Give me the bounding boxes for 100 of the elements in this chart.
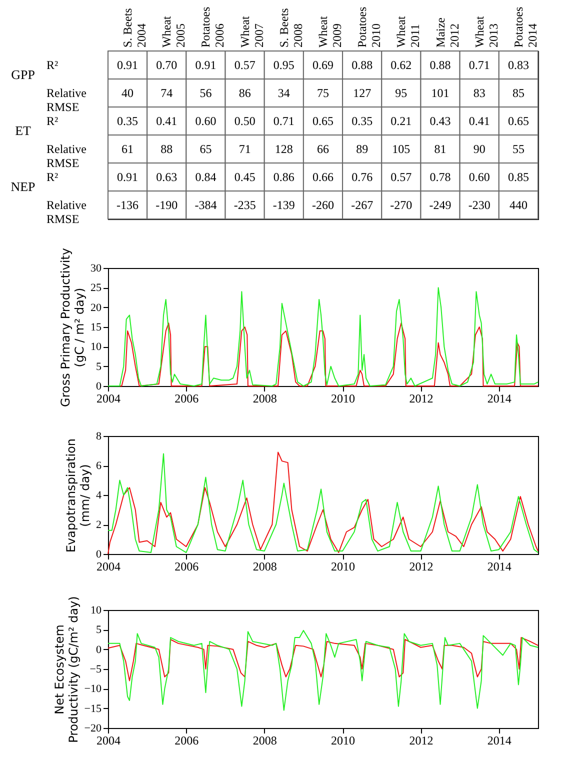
y-tick-label: 10 [90,341,102,354]
x-tick-label: S. Beets 2004 [120,8,149,48]
line-series [108,637,538,682]
y-tick-label: −20 [84,722,102,734]
data-label: 0.86 [273,170,294,184]
x-tick-label: Potatoes 2014 [511,6,540,48]
x-tick-label: Wheat 2013 [472,16,500,48]
data-label: -384 [194,198,217,212]
y-tick-label: 4 [96,490,102,502]
data-label: 0.35 [352,114,373,128]
data-label: 0.41 [468,114,490,128]
data-label: -230 [468,198,490,212]
line-series [108,287,538,386]
y-tick-label: Relative RMSE [46,142,86,170]
y2-tick-label: GPP [11,67,35,82]
data-label: 90 [473,142,486,156]
y-tick-label: R² [46,58,59,72]
data-label: 0.65 [312,114,334,128]
data-label: 0.62 [390,58,412,72]
data-label: -260 [312,198,334,212]
x-tick-label: Maize 2012 [433,18,462,48]
x-tick-label: 2010 [331,560,356,574]
data-label: 40 [122,86,134,100]
data-label: 0.60 [195,114,216,128]
x-tick-label: Potatoes 2010 [355,6,384,48]
data-label: 128 [274,142,293,156]
x-tick-label: 2006 [174,560,199,574]
y-tick-label: 0 [96,380,102,392]
data-label: -267 [351,198,374,212]
x-tick-label: 2014 [487,734,512,748]
x-tick-label: Potatoes 2006 [198,6,227,48]
data-label: 0.91 [195,58,216,72]
x-tick-label: Wheat 2009 [316,16,344,48]
data-label: 65 [200,142,212,156]
data-label: -190 [156,198,178,212]
data-label: 0.91 [117,170,138,184]
data-label: -136 [116,198,139,212]
x-tick-label: 2006 [174,392,199,406]
data-label: 81 [434,142,446,156]
y2-tick-label: NEP [10,179,36,194]
data-label: 0.88 [352,58,373,72]
x-tick-label: 2014 [487,392,512,406]
data-label: 0.84 [195,170,216,184]
y-tick-label: 0 [96,644,102,656]
y-tick-label: 6 [96,460,102,472]
data-label: 0.50 [234,114,256,128]
data-label: 85 [512,86,524,100]
x-tick-label: 2004 [96,392,120,406]
data-label: 0.85 [508,170,529,184]
y-tick-label: 10 [90,604,102,616]
y-tick-label: Relative RMSE [46,198,86,226]
x-tick-label: 2014 [487,560,512,574]
y-axis-title: Evapotranspiration (mm/ day) [64,438,92,553]
data-label: 83 [473,86,486,100]
y-tick-label: −10 [84,683,102,696]
y-tick-label: R² [46,114,59,128]
data-label: -270 [390,198,412,212]
data-label: 0.35 [117,114,138,128]
y-tick-label: Relative RMSE [46,86,86,114]
x-tick-label: 2008 [252,560,277,574]
data-label: -139 [272,198,295,212]
data-label: 105 [392,142,410,156]
data-label: 89 [356,142,368,156]
data-label: 95 [395,86,408,100]
data-label: 0.71 [273,114,294,128]
data-label: -235 [234,198,256,212]
y-tick-label: 15 [90,322,102,334]
data-label: 74 [160,86,173,100]
x-tick-label: 2012 [409,392,434,406]
data-label: 0.21 [390,114,412,128]
data-label: 55 [512,142,524,156]
data-label: 66 [317,142,329,156]
data-label: 71 [238,142,251,156]
data-label: 0.57 [390,170,412,184]
data-label: 0.91 [117,58,138,72]
y-tick-label: 20 [90,302,102,314]
x-tick-label: Wheat 2005 [160,16,188,48]
line-series [108,630,538,711]
data-label: 440 [509,198,528,212]
data-label: 86 [238,86,251,100]
data-label: 0.45 [234,170,256,184]
data-label: 0.60 [468,170,490,184]
y-tick-label: −5 [90,664,102,676]
y-tick-label: 2 [96,519,102,531]
data-label: -249 [429,198,452,212]
x-tick-label: 2008 [252,734,277,748]
data-label: 56 [200,86,212,100]
x-tick-label: 2004 [96,734,120,748]
y-tick-label: 8 [96,430,102,442]
data-label: 0.71 [468,58,490,72]
x-tick-label: 2010 [331,734,356,748]
data-label: 0.57 [234,58,256,72]
data-label: 61 [122,142,134,156]
x-tick-label: 2006 [174,734,199,748]
data-label: 101 [431,86,450,100]
data-label: 0.78 [430,170,451,184]
y-tick-label: 0 [96,548,102,560]
y-tick-label: 30 [90,262,102,274]
x-tick-label: 2012 [409,734,434,748]
data-label: 88 [160,142,173,156]
